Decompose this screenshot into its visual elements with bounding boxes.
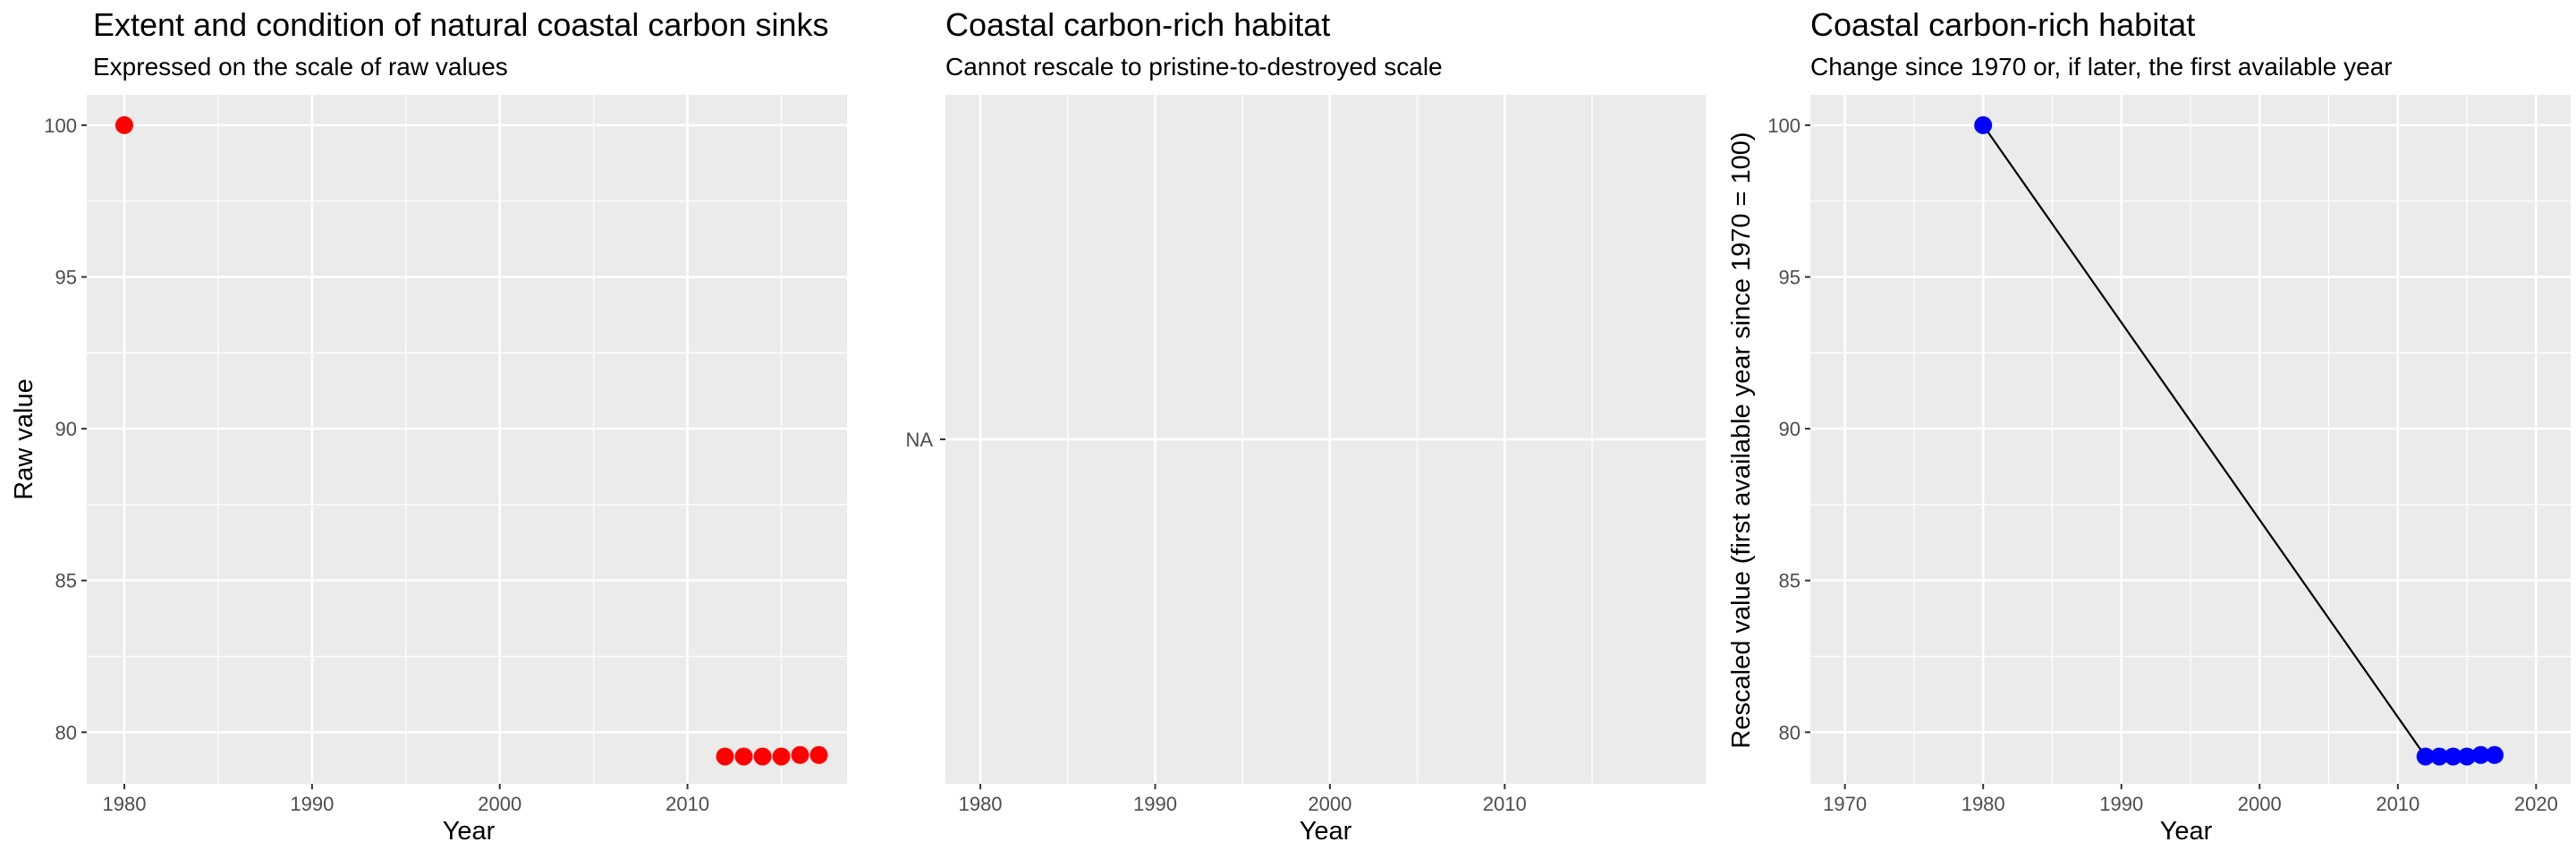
data-point (809, 745, 828, 764)
y-tick-label: 100 (1767, 115, 1801, 137)
x-tick-label: 1980 (102, 793, 146, 815)
chart-panel-3: Coastal carbon-rich habitat Change since… (1727, 6, 2571, 846)
plot-area: 1980 1990 2000 2010 80 85 90 95 100 (44, 95, 847, 815)
data-point (791, 745, 809, 764)
y-axis-label: Raw value (10, 378, 38, 499)
chart-subtitle: Change since 1970 or, if later, the firs… (1810, 53, 2393, 81)
plot-background (87, 95, 847, 784)
x-axis-label: Year (1300, 817, 1352, 846)
data-point (2430, 747, 2449, 766)
plot-area: 1970 1980 1990 2000 2010 2020 80 85 90 95 100 (1767, 95, 2571, 815)
x-tick-label: 1980 (959, 793, 1003, 815)
y-tick-label: 85 (55, 570, 77, 592)
y-tick-label: 80 (55, 721, 77, 744)
data-point (716, 747, 734, 766)
x-tick-label: 2010 (1483, 793, 1527, 815)
chart-title: Coastal carbon-rich habitat (1810, 6, 2195, 43)
y-tick-label: NA (905, 429, 933, 451)
y-tick-label: 95 (55, 267, 77, 289)
chart-title: Coastal carbon-rich habitat (945, 6, 1330, 43)
y-tick-label: 85 (1779, 570, 1801, 592)
x-tick-label: 2010 (2376, 793, 2419, 815)
x-tick-label: 1990 (1133, 793, 1177, 815)
y-tick-label: 80 (1779, 721, 1801, 744)
x-tick-label: 1990 (2099, 793, 2143, 815)
data-point (2486, 745, 2504, 764)
data-point (772, 747, 791, 766)
x-tick-label: 2020 (2514, 793, 2558, 815)
y-axis-label: Rescaled value (first available year sin… (1727, 132, 1756, 748)
y-tick-label: 100 (44, 115, 77, 137)
y-tick-label: 90 (1779, 418, 1801, 440)
x-tick-label: 1990 (290, 793, 334, 815)
chart-panel-1: Extent and condition of natural coastal … (10, 6, 847, 846)
chart-title: Extent and condition of natural coastal … (93, 6, 829, 43)
x-tick-label: 1970 (1823, 793, 1867, 815)
data-point (734, 747, 753, 766)
data-point (114, 115, 133, 134)
data-point (2471, 745, 2490, 764)
x-axis-label: Year (443, 817, 496, 846)
data-point (2444, 747, 2462, 766)
chart-subtitle: Cannot rescale to pristine-to-destroyed … (945, 53, 1443, 81)
chart-subtitle: Expressed on the scale of raw values (93, 53, 508, 81)
plot-area: 1980 1990 2000 2010 (940, 95, 1706, 815)
data-point (2458, 747, 2477, 766)
chart-panel-2: Coastal carbon-rich habitat Cannot resca… (905, 6, 1706, 846)
x-tick-label: 1980 (1962, 793, 2005, 815)
data-point (753, 747, 772, 766)
x-axis-label: Year (2160, 817, 2213, 846)
data-point (1974, 115, 1993, 134)
x-tick-label: 2000 (1308, 793, 1352, 815)
x-tick-label: 2000 (2238, 793, 2282, 815)
x-tick-label: 2010 (665, 793, 709, 815)
y-tick-label: 95 (1779, 267, 1801, 289)
x-tick-label: 2000 (478, 793, 521, 815)
data-point (2416, 747, 2435, 766)
y-tick-label: 90 (55, 418, 77, 440)
